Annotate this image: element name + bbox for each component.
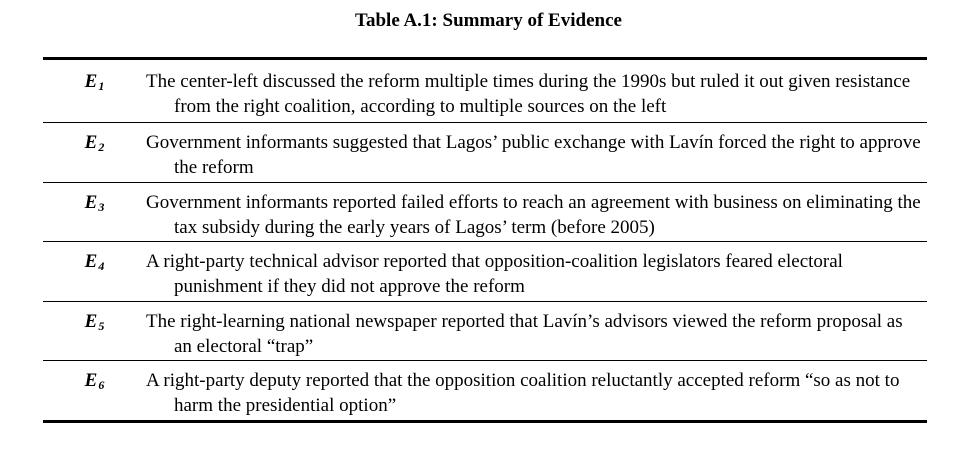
evidence-label: E1 (43, 69, 146, 122)
evidence-description: A right-party technical advisor reported… (146, 251, 843, 298)
evidence-label-letter: E (84, 71, 98, 92)
evidence-label: E5 (43, 309, 146, 361)
table-title: Table A.1: Summary of Evidence (355, 10, 622, 31)
evidence-label-subscript: 6 (98, 378, 105, 393)
evidence-row-e6: E6 A right-party deputy reported that th… (43, 360, 927, 420)
evidence-label-subscript: 5 (98, 318, 105, 333)
evidence-label-subscript: 4 (98, 259, 105, 274)
evidence-label-subscript: 1 (98, 79, 105, 93)
evidence-row-e2: E2 Government informants suggested that … (43, 122, 927, 182)
evidence-description: The center-left discussed the reform mul… (146, 71, 911, 117)
evidence-row-e5: E5 The right-learning national newspaper… (43, 300, 927, 361)
evidence-row-e4: E4 A right-party technical advisor repor… (43, 241, 927, 301)
evidence-label-letter: E (84, 191, 98, 213)
evidence-row-e1: E1 The center-left discussed the reform … (43, 60, 927, 122)
evidence-description: Government informants suggested that Lag… (146, 132, 921, 178)
evidence-label-letter: E (84, 251, 98, 273)
evidence-label: E6 (43, 368, 146, 420)
evidence-label: E4 (43, 249, 146, 301)
evidence-label-letter: E (84, 310, 98, 332)
evidence-label-letter: E (84, 132, 98, 153)
evidence-table: E1 The center-left discussed the reform … (43, 57, 927, 424)
evidence-description: The right-learning national newspaper re… (146, 310, 903, 357)
evidence-row-e3: E3 Government informants reported failed… (43, 181, 927, 242)
evidence-label-subscript: 2 (98, 140, 105, 154)
evidence-description: A right-party deputy reported that the o… (146, 370, 900, 417)
evidence-label-letter: E (84, 370, 98, 392)
evidence-label: E2 (43, 130, 146, 182)
evidence-description: Government informants reported failed ef… (146, 191, 921, 238)
evidence-label: E3 (43, 190, 146, 242)
evidence-label-subscript: 3 (98, 199, 105, 214)
